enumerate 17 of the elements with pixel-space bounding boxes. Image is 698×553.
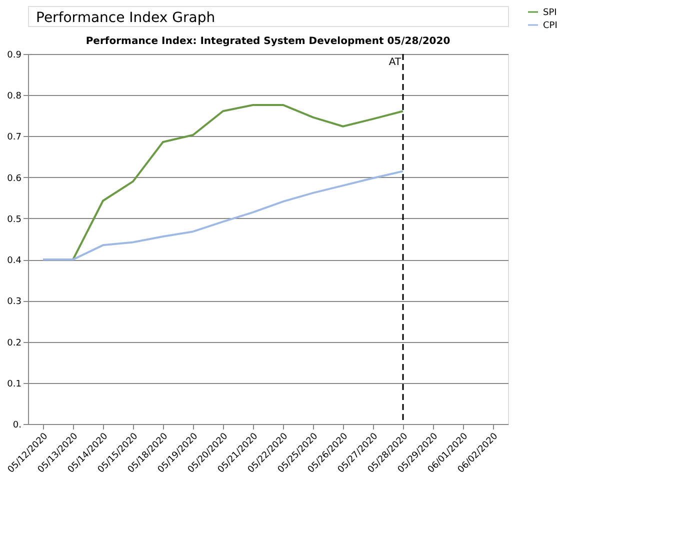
y-tick-label: 0. — [12, 420, 22, 430]
y-tick-label: 0.4 — [7, 256, 22, 266]
y-tick-label: 0.9 — [7, 50, 22, 60]
y-tick-label: 0.2 — [7, 338, 22, 348]
line-series — [42, 170, 404, 261]
legend-label: SPI — [543, 8, 557, 18]
y-tick-label: 0.7 — [7, 132, 22, 143]
y-tick-label: 0.5 — [7, 214, 22, 225]
y-tick-label: 0.1 — [7, 379, 22, 390]
ref-line-label: AT — [388, 57, 402, 68]
y-tick-label: 0.8 — [7, 92, 22, 102]
y-tick-label: 0.6 — [7, 174, 22, 184]
legend-label: CPI — [543, 21, 558, 31]
chart-title: Performance Index: Integrated System Development 05/28/2020 — [86, 36, 450, 47]
text: Performance Index Graph — [36, 10, 216, 26]
y-tick-label: 0.3 — [7, 297, 22, 308]
line-series — [72, 104, 404, 261]
